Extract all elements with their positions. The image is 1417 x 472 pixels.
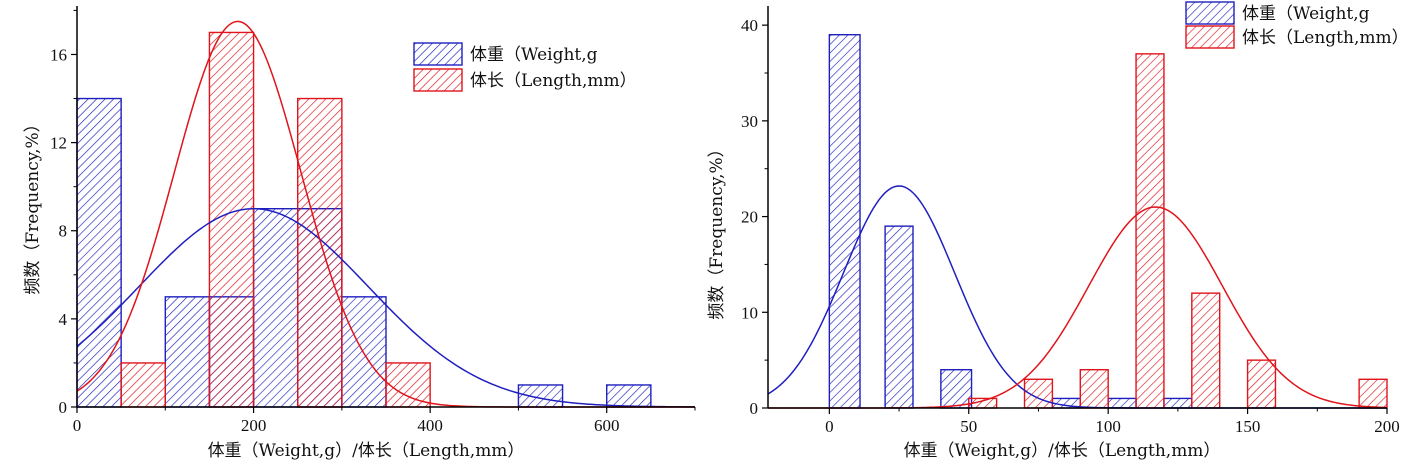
y-tick-label: 12 [50, 134, 67, 153]
bar-length-3 [1135, 53, 1165, 409]
bar-weight-1 [884, 225, 914, 409]
y-tick-label: 4 [59, 310, 68, 329]
fit-curve-weight [76, 207, 696, 408]
legend-swatch-weight [413, 42, 463, 66]
x-tick-label: 600 [594, 416, 620, 435]
y-tick-label: 0 [59, 398, 68, 417]
y-tick-label: 20 [741, 208, 758, 227]
bar-length-5 [1246, 359, 1277, 409]
legend-swatch-length [413, 68, 463, 92]
y-tick-label: 8 [59, 222, 68, 241]
legend-label-length: 体长（Length,mm） [470, 71, 637, 91]
x-tick-label: 400 [417, 416, 443, 435]
y-tick-label: 10 [741, 303, 758, 322]
legend-label-weight: 体重（Weight,g [470, 45, 598, 65]
bar-weight-2 [940, 369, 973, 409]
bar-weight-5 [1163, 397, 1193, 409]
bar-length-4 [1191, 292, 1221, 409]
y-tick-label: 40 [741, 16, 758, 35]
x-tick-label: 150 [1235, 417, 1261, 436]
legend-label-length: 体长（Length,mm） [1242, 28, 1409, 48]
bar-length-0 [120, 362, 166, 408]
bar-weight-7 [606, 384, 652, 408]
bar-length-3 [385, 362, 431, 408]
x-tick-label: 200 [241, 416, 267, 435]
legend-label-weight: 体重（Weight,g [1242, 4, 1370, 24]
x-tick-label: 100 [1095, 417, 1121, 436]
legend-swatch-length [1185, 25, 1235, 49]
histogram-chart-right: 0 50 100 150 200 0 10 20 30 40 体重（Weight,g）/体长（Len… [707, 1, 1409, 461]
x-tick-label: 0 [825, 417, 834, 436]
y-axis-title: 频数（Frequency,%） [707, 140, 727, 319]
bar-weight-6 [517, 384, 564, 408]
histogram-chart-left: 0 200 400 600 0 4 8 12 16 体重（Weight,g）/体长（Length,… [23, 6, 696, 461]
x-tick-label: 50 [960, 417, 977, 436]
fit-curve-weight [767, 185, 1387, 409]
x-tick-label: 200 [1374, 417, 1400, 436]
fit-curve-length [768, 206, 1388, 409]
y-tick-label: 0 [750, 399, 759, 418]
bar-weight-0 [828, 34, 861, 409]
legend-swatch-weight [1185, 1, 1235, 25]
x-axis-title: 体重（Weight,g）/体长（Length,mm） [904, 441, 1221, 461]
bar-length-6 [1358, 378, 1388, 409]
y-tick-label: 16 [50, 45, 67, 64]
y-tick-label: 30 [741, 112, 758, 131]
bar-weight-4 [1107, 397, 1137, 409]
y-axis-title: 频数（Frequency,%） [23, 115, 43, 294]
bar-weight-3 [252, 208, 299, 408]
bar-weight-0 [76, 97, 122, 408]
x-tick-label: 0 [73, 416, 82, 435]
bar-length-1 [208, 31, 255, 408]
x-axis-title: 体重（Weight,g）/体长（Length,mm） [208, 441, 525, 461]
bar-weight-1 [164, 296, 211, 408]
bar-length-2 [1079, 369, 1109, 409]
